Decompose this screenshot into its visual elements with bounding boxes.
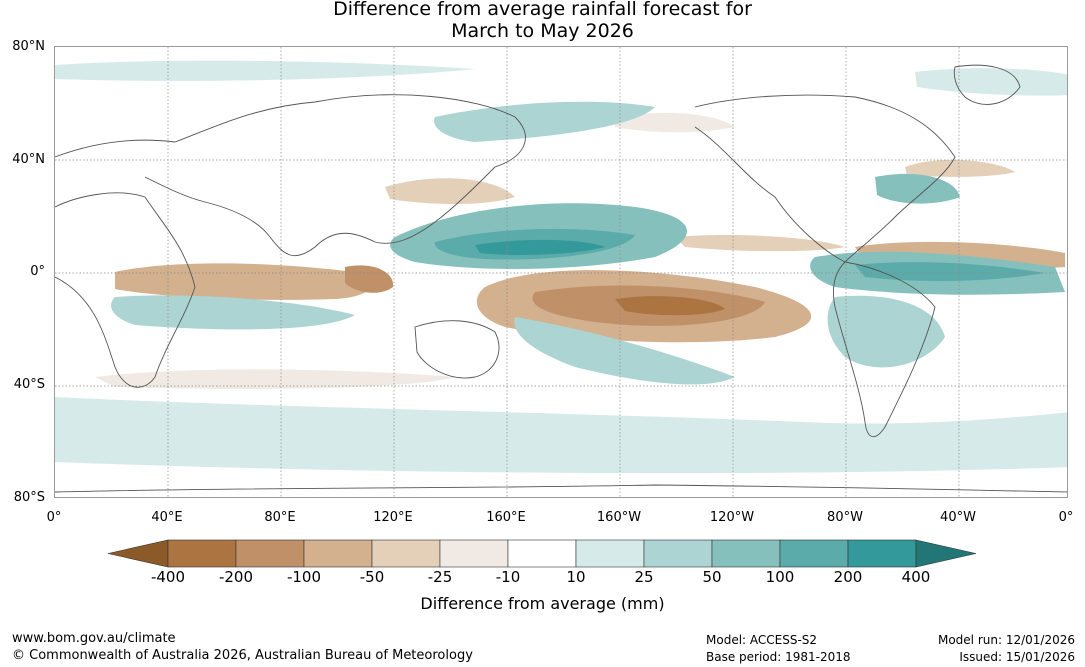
colorbar-extend-low <box>108 539 169 568</box>
footer-model-run: Model run: 12/01/2026 <box>937 633 1075 647</box>
chart-title-line-2: March to May 2026 <box>451 20 634 42</box>
colorbar-segment <box>643 539 713 568</box>
colorbar <box>108 539 977 568</box>
colorbar-segment <box>575 539 645 568</box>
map-canvas <box>55 47 1067 497</box>
drier-region-southern-mid-latitudes <box>95 369 455 389</box>
coastline-north-america <box>694 94 956 263</box>
wetter-than-average-regions <box>55 60 1067 474</box>
drier-region-indian-ocean <box>115 263 373 300</box>
colorbar-segment <box>167 539 237 568</box>
lat-label-0: 0° <box>30 264 45 279</box>
footer-model: Model: ACCESS-S2 <box>706 633 818 647</box>
colorbar-tick-label: -25 <box>427 568 453 586</box>
lat-label-80s: 80°S <box>13 490 45 505</box>
lon-label-160e: 160°E <box>486 510 526 525</box>
coastline-africa <box>55 192 196 388</box>
colorbar-segment <box>779 539 849 568</box>
coastline-australia <box>414 320 500 379</box>
colorbar-tick-label: -400 <box>150 568 186 586</box>
lon-label-40e: 40°E <box>151 510 183 525</box>
colorbar-tick-label: 100 <box>765 568 795 586</box>
wetter-region-southern-ocean <box>55 397 1067 474</box>
colorbar-tick-label: -200 <box>218 568 254 586</box>
colorbar-tick-label: -100 <box>286 568 322 586</box>
lon-label-80e: 80°E <box>264 510 296 525</box>
rainfall-difference-map <box>54 46 1068 498</box>
drier-region-east-asia <box>385 178 515 204</box>
colorbar-segment <box>303 539 373 568</box>
colorbar-segment <box>371 539 441 568</box>
colorbar-tick-label: 400 <box>901 568 931 586</box>
lat-label-80n: 80°N <box>12 39 45 54</box>
colorbar-tick-label: 50 <box>702 568 722 586</box>
lon-label-120e: 120°E <box>373 510 413 525</box>
coastline-antarctica <box>55 484 1067 493</box>
wetter-region-arctic <box>55 60 475 81</box>
coastline-south-america <box>833 261 936 437</box>
drier-region-maritime-continent <box>345 265 394 293</box>
lon-label-0-east-edge: 0° <box>1058 510 1074 525</box>
colorbar-segment <box>439 539 509 568</box>
footer-issued: Issued: 15/01/2026 <box>959 650 1075 664</box>
lon-label-120w: 120°W <box>709 510 755 525</box>
drier-than-average-regions <box>95 112 1065 389</box>
colorbar-extend-high <box>915 539 977 568</box>
lon-label-80w: 80°W <box>827 510 863 525</box>
colorbar-tick-label: -50 <box>359 568 385 586</box>
footer-base-period: Base period: 1981-2018 <box>706 650 851 664</box>
lon-label-0-west-edge: 0° <box>46 510 62 525</box>
drier-region-tropical-north-pacific <box>675 235 845 252</box>
colorbar-tick-label: 10 <box>566 568 586 586</box>
coastline-eurasia <box>55 94 526 257</box>
colorbar-segment <box>235 539 305 568</box>
colorbar-segment <box>507 539 577 568</box>
colorbar-title: Difference from average (mm) <box>420 594 665 613</box>
coastlines <box>55 64 1067 493</box>
colorbar-tick-label: 200 <box>833 568 863 586</box>
drier-region-north-atlantic <box>905 159 1015 177</box>
lat-label-40n: 40°N <box>12 152 45 167</box>
colorbar-tick-label: -10 <box>495 568 521 586</box>
footer-copyright: © Commonwealth of Australia 2026, Austra… <box>12 648 473 663</box>
lat-label-40s: 40°S <box>13 377 45 392</box>
wetter-region-north-pacific-band <box>434 101 655 142</box>
wetter-region-equatorial-atlantic-core <box>855 262 1045 282</box>
wetter-region-south-pacific-convergence <box>514 317 735 385</box>
lon-label-40w: 40°W <box>940 510 976 525</box>
wetter-region-northwest-pacific-peak <box>475 239 605 255</box>
drier-region-central-pacific-peak <box>615 296 725 316</box>
colorbar-tick-label: 25 <box>634 568 654 586</box>
coastline-greenland <box>953 64 1021 105</box>
wetter-region-northeast-pacific <box>875 173 960 204</box>
wetter-region-south-america <box>827 295 945 368</box>
lon-label-160w: 160°W <box>596 510 642 525</box>
chart-title-line-1: Difference from average rainfall forecas… <box>333 0 752 20</box>
wetter-region-indian-ocean <box>111 295 355 330</box>
wetter-region-north-atlantic-high <box>915 68 1067 96</box>
footer-website: www.bom.gov.au/climate <box>12 631 176 646</box>
colorbar-segment <box>847 539 917 568</box>
graticule <box>55 47 1067 497</box>
drier-region-north-pacific <box>615 112 735 133</box>
colorbar-segment <box>711 539 781 568</box>
